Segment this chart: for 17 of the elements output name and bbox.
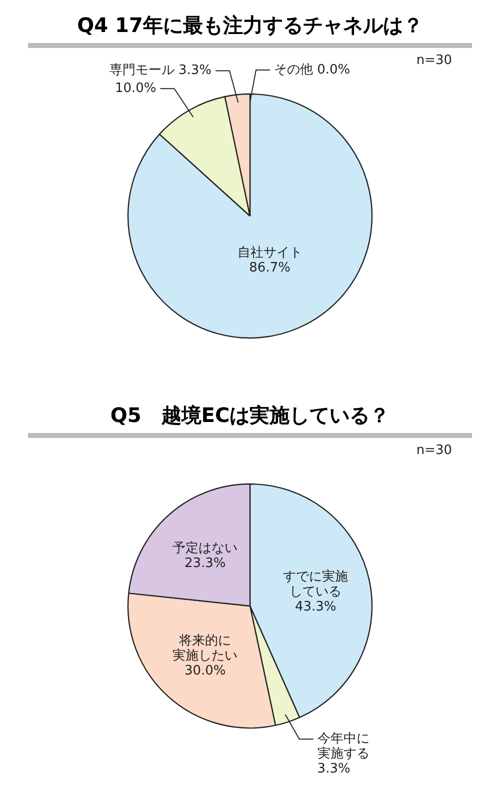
data-label: 23.3% bbox=[184, 556, 226, 571]
data-label: 43.3% bbox=[294, 599, 336, 614]
data-label: 10.0% bbox=[114, 80, 156, 96]
text: n=30 bbox=[416, 52, 452, 68]
chart-title: Q5 越境ECは実施している？ bbox=[28, 398, 472, 438]
text: n=30 bbox=[416, 442, 452, 458]
category-label: その他 0.0% bbox=[274, 62, 350, 78]
data-label: 30.0% bbox=[184, 663, 226, 678]
slice-label: 今年中に実施する bbox=[317, 732, 370, 762]
slice-label: 予定はない bbox=[172, 540, 238, 556]
slice-label: すでに実施している bbox=[283, 568, 348, 600]
data-label: 3.3% bbox=[317, 762, 350, 777]
slice-label: 将来的に実施したい bbox=[172, 633, 238, 664]
data-label: 86.7% bbox=[249, 260, 290, 276]
slice-label: 専門モール 3.3% bbox=[109, 63, 212, 78]
chart-title: Q4 17年に最も注力するチャネルは？ bbox=[28, 8, 472, 48]
slice-label: 自社サイト bbox=[237, 245, 302, 260]
